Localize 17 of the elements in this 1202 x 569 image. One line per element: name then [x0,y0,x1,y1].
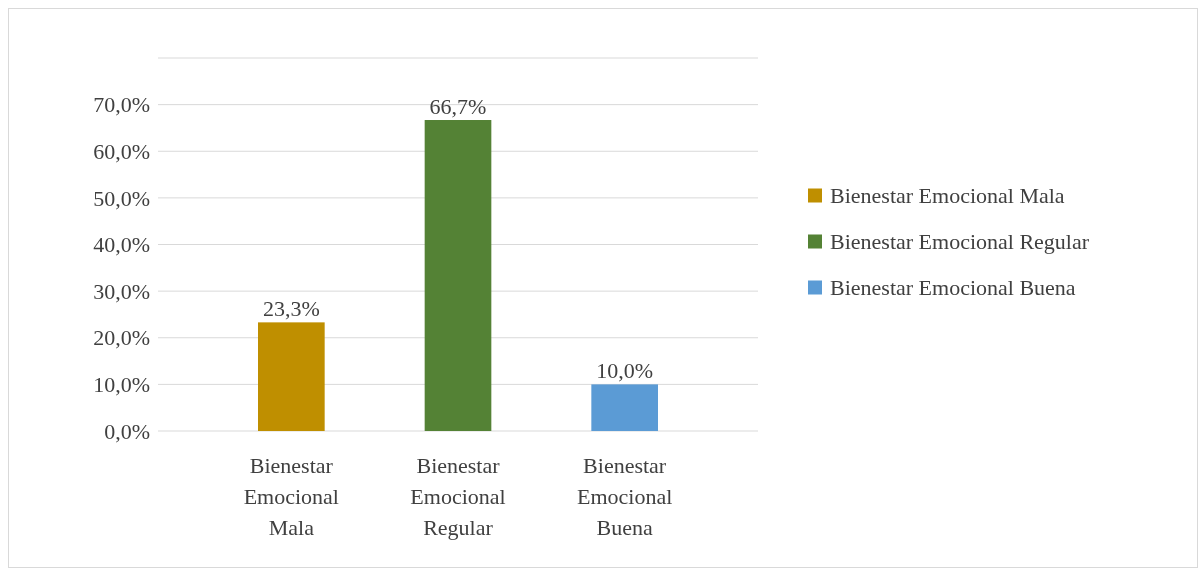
data-label: 23,3% [262,296,320,322]
x-tick-label: Bienestar Emocional Regular [410,453,506,540]
y-tick-label: 70,0% [93,92,150,118]
y-tick-label: 30,0% [93,278,150,304]
x-tick-label: Bienestar Emocional Mala [243,453,339,540]
y-tick-label: 0,0% [104,418,150,444]
y-tick-label: 20,0% [93,325,150,351]
y-tick-label: 10,0% [93,372,150,398]
y-tick-label: 60,0% [93,138,150,164]
data-label: 66,7% [429,94,487,120]
y-tick-label: 40,0% [93,232,150,258]
legend-label: Bienestar Emocional Buena [830,275,1076,301]
legend-label: Bienestar Emocional Mala [830,183,1065,209]
data-label: 10,0% [596,358,654,384]
x-tick-label: Bienestar Emocional Buena [577,453,673,540]
legend-label: Bienestar Emocional Regular [830,229,1090,255]
y-tick-label: 50,0% [93,185,150,211]
